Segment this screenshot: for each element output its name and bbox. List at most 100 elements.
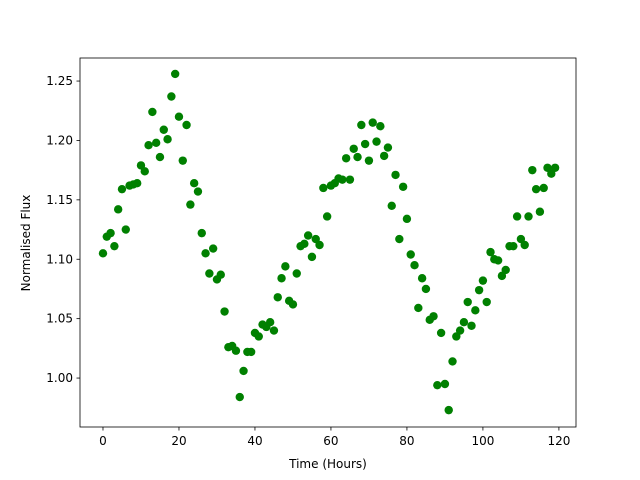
- y-tick-label: 1.15: [46, 193, 73, 207]
- point: [144, 141, 153, 150]
- point: [110, 241, 119, 251]
- point: [277, 274, 286, 283]
- point: [433, 380, 442, 390]
- point: [288, 300, 298, 309]
- point: [98, 249, 108, 258]
- point: [402, 214, 412, 224]
- point: [414, 303, 423, 313]
- x-tick-label: 120: [547, 434, 570, 448]
- point: [383, 143, 393, 152]
- point: [265, 318, 275, 327]
- point: [155, 152, 165, 162]
- point: [319, 183, 328, 193]
- point: [113, 205, 123, 214]
- point: [159, 125, 168, 134]
- y-tick-label: 1.25: [46, 74, 73, 88]
- point: [528, 165, 537, 175]
- point: [436, 328, 446, 338]
- point: [300, 239, 309, 249]
- point: [391, 170, 400, 180]
- point: [322, 212, 332, 221]
- point: [205, 269, 214, 278]
- point: [345, 175, 355, 184]
- point: [189, 179, 199, 188]
- point: [349, 144, 358, 153]
- y-tick-label: 1.00: [46, 371, 73, 385]
- point: [315, 240, 324, 250]
- point: [387, 201, 396, 210]
- point: [269, 326, 279, 335]
- point: [246, 347, 256, 357]
- point: [550, 163, 560, 172]
- point: [216, 270, 225, 279]
- point: [524, 212, 533, 221]
- point: [167, 92, 176, 101]
- point: [364, 156, 374, 165]
- point: [535, 207, 545, 216]
- point: [338, 175, 347, 184]
- point: [493, 256, 503, 265]
- y-tick-label: 1.05: [46, 312, 73, 326]
- point: [448, 357, 457, 366]
- point: [193, 187, 203, 196]
- point: [421, 284, 431, 294]
- point: [520, 240, 529, 250]
- point: [440, 379, 450, 389]
- x-tick-label: 20: [171, 434, 186, 448]
- point: [341, 154, 351, 163]
- point: [474, 285, 484, 295]
- point: [406, 250, 415, 259]
- point: [106, 228, 115, 238]
- point: [307, 252, 317, 262]
- x-tick-label: 60: [323, 434, 338, 448]
- point: [163, 135, 172, 144]
- point: [186, 200, 195, 209]
- point: [372, 137, 381, 146]
- point: [174, 112, 184, 121]
- point: [376, 121, 385, 131]
- point: [486, 247, 495, 257]
- point: [478, 276, 488, 285]
- point: [303, 231, 313, 240]
- point: [395, 234, 404, 244]
- x-tick-label: 80: [399, 434, 414, 448]
- point: [463, 297, 472, 307]
- point: [357, 120, 366, 130]
- point: [151, 138, 161, 148]
- point: [368, 118, 377, 127]
- point: [512, 212, 522, 221]
- point: [455, 326, 465, 335]
- point: [410, 260, 419, 270]
- point: [220, 307, 229, 316]
- point: [459, 318, 469, 327]
- point: [398, 182, 408, 191]
- point: [429, 312, 438, 321]
- point: [201, 249, 210, 258]
- point: [182, 120, 191, 130]
- point: [254, 332, 263, 341]
- point: [531, 184, 541, 194]
- point: [140, 167, 149, 176]
- point: [501, 265, 510, 275]
- x-tick-label: 100: [471, 434, 494, 448]
- point: [444, 405, 453, 415]
- y-tick-label: 1.20: [46, 133, 73, 147]
- point: [197, 228, 206, 238]
- point: [170, 69, 180, 79]
- x-axis-label: Time (Hours): [288, 457, 367, 471]
- point: [471, 306, 480, 315]
- point: [121, 225, 130, 234]
- point: [239, 366, 248, 376]
- point: [509, 241, 518, 251]
- point: [482, 297, 491, 307]
- point: [539, 183, 548, 193]
- y-axis-label: Normalised Flux: [19, 195, 33, 292]
- point: [379, 151, 389, 161]
- point: [360, 139, 370, 149]
- y-tick-label: 1.10: [46, 252, 73, 266]
- plot-frame: [79, 57, 577, 428]
- point: [417, 274, 427, 283]
- point: [235, 392, 244, 402]
- point: [292, 269, 301, 278]
